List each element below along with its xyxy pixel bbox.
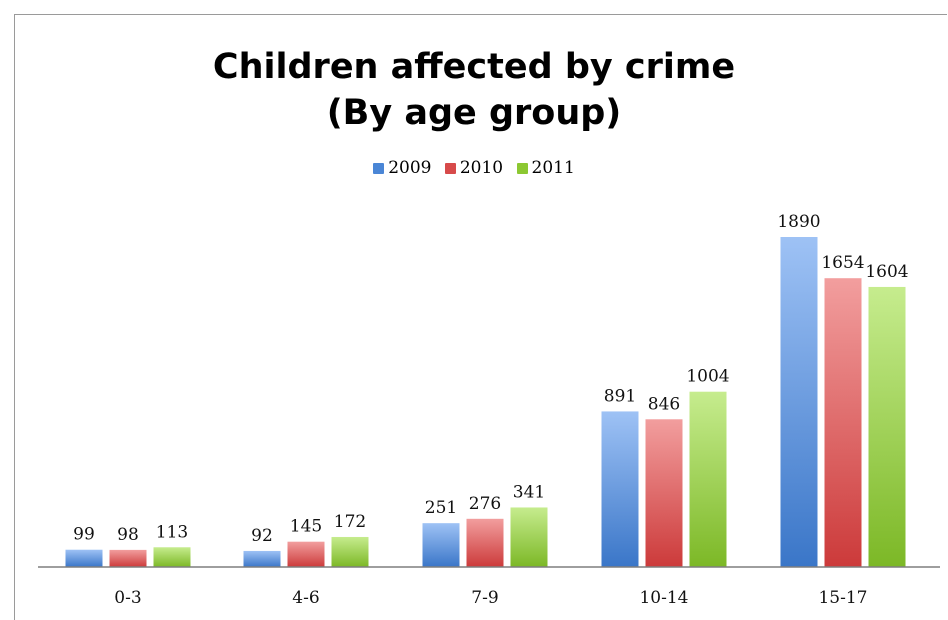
bar-15-17-2009 [780,237,818,567]
data-label-10-14-2011: 1004 [686,367,729,387]
bar-10-14-2009 [601,411,639,567]
bar-0-3-2009 [65,549,103,567]
bar-15-17-2010 [824,278,862,567]
legend-item-2010: 2010 [444,158,504,178]
bar-10-14-2010 [645,419,683,567]
chart-title-line-1: Children affected by crime [212,47,736,87]
bar-7-9-2010 [466,518,504,567]
data-label-0-3-2011: 113 [156,522,188,542]
bar-10-14-2011 [689,391,727,567]
data-label-15-17-2010: 1654 [821,253,864,273]
data-label-4-6-2009: 92 [251,526,273,546]
data-label-15-17-2011: 1604 [865,262,908,282]
chart-title: Children affected by crime (By age group… [0,44,948,136]
bar-0-3-2010 [109,549,147,567]
legend-swatch-2009 [373,162,385,174]
legend-swatch-2010 [444,162,456,174]
bar-4-6-2010 [287,541,325,567]
data-label-10-14-2010: 846 [648,394,680,414]
legend-label-2011: 2011 [531,158,575,178]
bar-4-6-2009 [243,550,281,567]
bar-4-6-2011 [331,536,369,567]
chart-legend: 2009 2010 2011 [0,158,948,179]
data-label-0-3-2010: 98 [117,525,139,545]
x-tick-label-15-17: 15-17 [818,588,867,608]
data-label-15-17-2009: 1890 [777,212,820,232]
legend-swatch-2011 [516,162,528,174]
bar-7-9-2011 [510,507,548,567]
legend-item-2011: 2011 [516,158,575,178]
x-tick-label-7-9: 7-9 [471,588,498,608]
x-tick-label-0-3: 0-3 [114,588,141,608]
data-label-4-6-2010: 145 [290,517,322,537]
bar-0-3-2011 [153,547,191,567]
legend-label-2009: 2009 [388,158,432,178]
x-tick-label-4-6: 4-6 [292,588,319,608]
data-label-10-14-2009: 891 [604,386,636,406]
x-tick-label-10-14: 10-14 [639,588,688,608]
chart-frame [14,14,947,620]
chart-title-line-2: (By age group) [326,93,622,133]
legend-item-2009: 2009 [373,158,431,178]
data-label-7-9-2010: 276 [469,494,501,514]
data-label-7-9-2011: 341 [513,482,545,502]
bar-7-9-2009 [422,523,460,567]
legend-label-2010: 2010 [459,158,504,178]
data-label-4-6-2011: 172 [334,512,366,532]
data-label-7-9-2009: 251 [425,498,457,518]
data-label-0-3-2009: 99 [73,525,95,545]
bar-15-17-2011 [868,286,906,567]
